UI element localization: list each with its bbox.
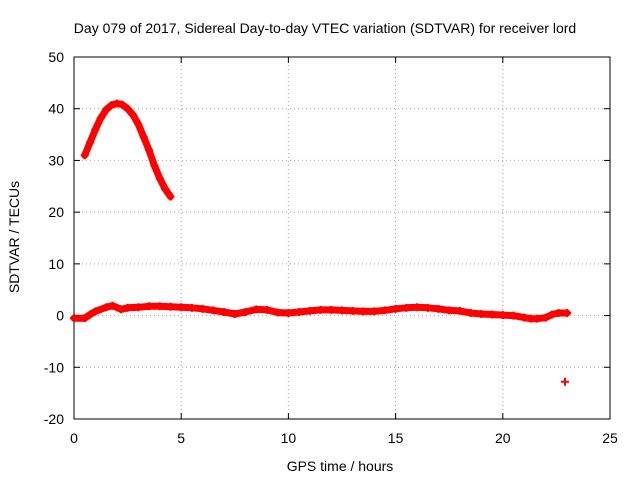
data-point	[370, 307, 379, 316]
x-tick-label: 25	[602, 430, 618, 446]
data-point	[91, 307, 100, 316]
data-point	[520, 313, 529, 322]
x-axis-label: GPS time / hours	[287, 458, 394, 474]
data-point	[560, 377, 569, 386]
data-point	[80, 151, 89, 160]
data-point	[455, 306, 464, 315]
data-point	[338, 306, 346, 315]
data-point	[488, 310, 497, 319]
data-point	[262, 305, 271, 314]
data-point	[139, 133, 148, 142]
data-point	[359, 307, 368, 316]
data-point	[348, 306, 357, 315]
y-tick-label: 50	[48, 49, 64, 65]
data-point	[380, 306, 389, 315]
y-tick-label: -10	[44, 359, 64, 375]
data-point	[145, 302, 154, 311]
data-point	[509, 311, 518, 320]
x-tick-label: 10	[281, 430, 297, 446]
data-point	[230, 310, 239, 319]
data-point	[91, 125, 100, 134]
y-tick-label: 10	[48, 256, 64, 272]
data-point	[220, 307, 229, 316]
data-point	[161, 184, 170, 193]
data-marks	[70, 99, 572, 386]
data-point	[477, 310, 486, 319]
data-point	[134, 303, 143, 312]
data-point	[554, 308, 563, 317]
x-tick-label: 20	[495, 430, 511, 446]
data-point	[80, 314, 89, 323]
data-point	[284, 308, 293, 317]
y-tick-label: 40	[48, 101, 64, 117]
data-point	[413, 303, 422, 312]
series-2	[70, 301, 572, 323]
data-point	[533, 314, 542, 323]
y-tick-label: 30	[48, 152, 64, 168]
axis-ticks: 0 5 10 15 20 25 -20 -10 0 10 20 30 40 50	[44, 49, 618, 446]
data-point	[305, 306, 314, 315]
data-point	[134, 120, 143, 129]
x-tick-label: 15	[388, 430, 404, 446]
data-point	[123, 303, 132, 312]
data-point	[209, 306, 218, 315]
data-point	[187, 303, 196, 312]
data-point	[198, 304, 207, 313]
data-point	[548, 310, 557, 319]
data-point	[295, 307, 304, 316]
data-point	[391, 304, 400, 313]
data-point	[102, 105, 111, 114]
data-point	[145, 146, 154, 155]
y-tick-label: 20	[48, 204, 64, 220]
data-point	[155, 174, 164, 183]
data-point	[108, 301, 117, 310]
data-point	[118, 100, 127, 109]
data-point	[177, 303, 186, 312]
data-point	[434, 304, 443, 313]
data-point	[155, 302, 164, 311]
data-point	[423, 303, 432, 312]
plot-frame	[73, 56, 611, 420]
y-tick-label: 0	[56, 308, 64, 324]
data-point	[150, 161, 159, 170]
grid	[74, 57, 610, 419]
data-point	[112, 99, 121, 108]
data-point	[273, 308, 282, 317]
y-tick-label: -20	[44, 411, 64, 427]
data-point	[86, 138, 95, 147]
data-point	[70, 314, 78, 323]
data-point	[402, 303, 411, 312]
data-point	[327, 305, 336, 314]
data-point	[563, 308, 572, 317]
x-tick-label: 0	[70, 430, 78, 446]
data-point	[445, 306, 454, 315]
data-point	[241, 307, 250, 316]
data-point	[102, 303, 111, 312]
data-point	[86, 310, 95, 319]
data-point	[541, 313, 550, 322]
chart-title: Day 079 of 2017, Sidereal Day-to-day VTE…	[74, 20, 576, 36]
data-point	[316, 305, 325, 314]
series-1	[80, 99, 175, 201]
data-point	[498, 311, 507, 320]
series-3	[560, 377, 569, 386]
data-point	[117, 305, 126, 314]
data-point	[96, 114, 105, 123]
data-point	[252, 305, 261, 314]
x-tick-label: 5	[177, 430, 185, 446]
data-point	[128, 110, 137, 119]
data-point	[166, 302, 175, 311]
data-point	[107, 101, 116, 110]
y-axis-label: SDTVAR / TECUs	[6, 181, 22, 293]
data-point	[123, 104, 132, 113]
data-point	[166, 192, 175, 201]
data-point	[466, 308, 475, 317]
